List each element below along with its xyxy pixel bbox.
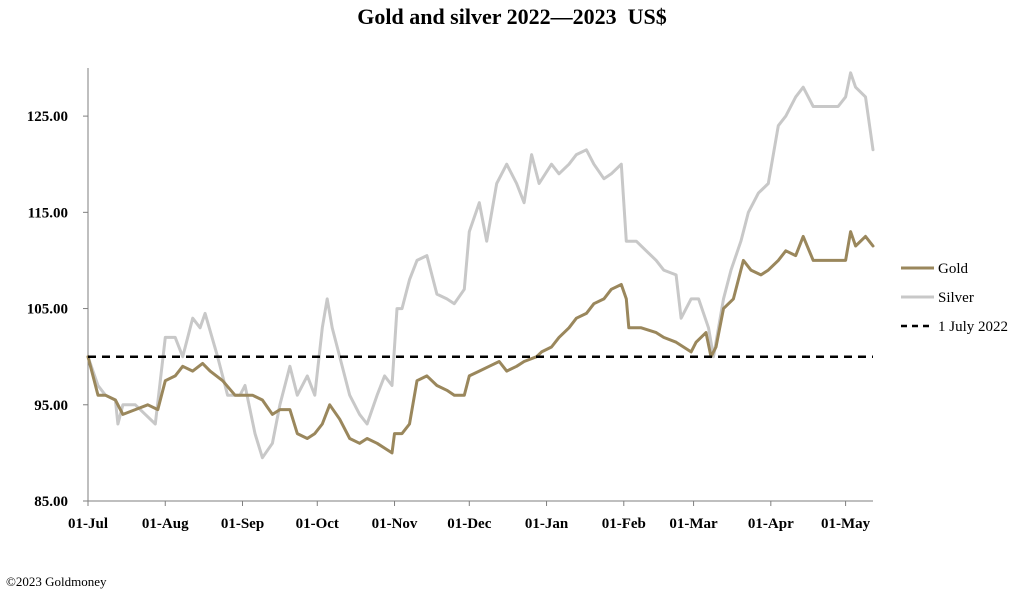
x-tick-label: 01-Sep [221,516,264,532]
x-tick-label: 01-Apr [748,516,794,532]
legend-label: 1 July 2022 [938,319,1008,335]
x-tick-label: 01-Nov [372,516,418,532]
series-layer [86,71,875,460]
x-tick-label: 01-Jul [68,516,108,532]
x-tick-label: 01-May [821,516,871,532]
y-tick-label: 125.00 [27,109,68,125]
legend-label: Gold [938,261,969,277]
chart-title: Gold and silver 2022—2023 US$ [357,4,667,29]
copyright-notice: ©2023 Goldmoney [6,574,107,589]
x-tick-label: 01-Oct [296,516,339,532]
legend: Gold Silver 1 July 2022 [901,261,1008,335]
legend-label: Silver [938,290,974,306]
y-tick-label: 105.00 [27,302,68,318]
series-line-gold [86,230,875,455]
x-tick-label: 01-Dec [447,516,491,532]
x-tick-label: 01-Jan [525,516,569,532]
y-tick-label: 95.00 [34,398,68,414]
x-tick-label: 01-Feb [602,516,646,532]
x-tick-label: 01-Mar [669,516,718,532]
x-axis: 01-Jul 01-Aug 01-Sep 01-Oct 01-Nov 01-Dec 01-J… [68,500,873,532]
y-tick-label: 115.00 [28,205,68,221]
y-axis: 85.00 95.00 105.00 115.00 125.00 [27,68,89,510]
y-tick-label: 85.00 [34,494,68,510]
series-line-silver [86,71,875,460]
x-tick-label: 01-Aug [142,516,189,532]
